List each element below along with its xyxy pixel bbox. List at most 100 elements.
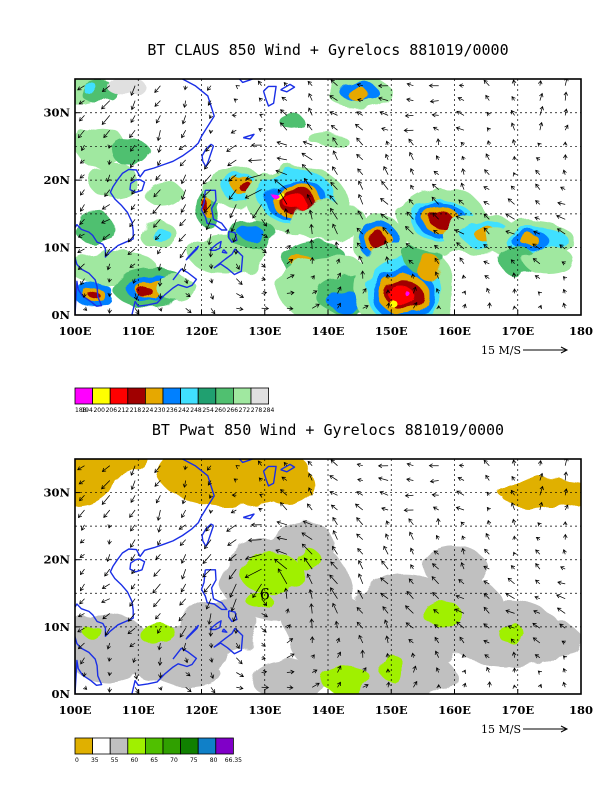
wind-arrow bbox=[455, 126, 465, 131]
shaded-region bbox=[150, 227, 170, 241]
wind-arrow bbox=[247, 537, 262, 543]
wind-arrow bbox=[107, 144, 112, 149]
wind-arrow bbox=[562, 141, 568, 146]
wind-arrow bbox=[152, 204, 161, 215]
wind-arrow bbox=[235, 642, 240, 650]
wind-arrow bbox=[487, 302, 492, 309]
wind-arrow bbox=[228, 189, 237, 200]
wind-arrow bbox=[486, 111, 491, 117]
wind-arrow bbox=[276, 520, 288, 526]
colorbar-label: 260 bbox=[214, 407, 226, 414]
wind-arrow bbox=[310, 654, 315, 659]
wind-arrow bbox=[385, 520, 390, 525]
wind-arrow bbox=[312, 669, 318, 674]
colorbar-swatch bbox=[74, 387, 94, 405]
wind-arrow bbox=[79, 174, 85, 179]
wind-arrow bbox=[406, 462, 414, 467]
wind-arrow bbox=[261, 263, 266, 268]
wind-arrow bbox=[483, 260, 490, 265]
wind-arrow bbox=[276, 140, 288, 146]
wind-arrow bbox=[206, 85, 212, 91]
wind-arrow bbox=[185, 687, 192, 693]
wind-arrow bbox=[107, 292, 112, 298]
wind-arrow bbox=[130, 100, 136, 111]
wind-arrow bbox=[257, 80, 262, 86]
wind-arrow bbox=[412, 286, 417, 294]
wind-arrow bbox=[537, 291, 542, 296]
coastline bbox=[238, 459, 255, 464]
wind-arrow bbox=[179, 598, 186, 606]
colorbar-label: 242 bbox=[178, 407, 190, 414]
wind-arrow bbox=[535, 563, 541, 570]
wind-arrow bbox=[285, 228, 290, 235]
colorbar-label: 272 bbox=[239, 407, 251, 414]
wind-arrow bbox=[82, 293, 87, 299]
wind-arrow bbox=[230, 509, 237, 514]
shaded-region bbox=[112, 139, 151, 167]
wind-arrow bbox=[80, 204, 85, 212]
wind-arrow bbox=[130, 174, 136, 182]
coastline bbox=[185, 245, 199, 261]
wind-arrow bbox=[77, 263, 85, 271]
wind-arrow bbox=[301, 532, 313, 540]
colorbar-label: 80 bbox=[210, 757, 218, 764]
wind-arrow bbox=[182, 642, 187, 652]
wind-arrow bbox=[404, 113, 414, 119]
wind-arrow bbox=[152, 583, 161, 594]
wind-arrow bbox=[130, 583, 136, 590]
wind-arrow bbox=[129, 509, 136, 518]
wind-arrow bbox=[458, 83, 465, 88]
wind-arrow bbox=[280, 109, 288, 116]
wind-arrow bbox=[209, 293, 215, 300]
colorbar-label: 224 bbox=[142, 407, 154, 414]
wind-arrow bbox=[229, 204, 237, 219]
coastline bbox=[185, 624, 199, 640]
wind-arrow bbox=[281, 96, 288, 101]
wind-arrow bbox=[233, 478, 238, 483]
wind-arrow bbox=[356, 242, 364, 250]
wind-arrow bbox=[562, 521, 568, 526]
wind-arrow bbox=[511, 95, 516, 101]
wind-arrow bbox=[483, 459, 490, 466]
shaded-region bbox=[387, 298, 396, 305]
wind-arrow bbox=[534, 595, 541, 600]
reference-arrow-head bbox=[560, 346, 569, 354]
wind-arrow bbox=[286, 685, 294, 690]
wind-arrow bbox=[408, 578, 414, 585]
x-tick-label: 140E bbox=[312, 324, 345, 338]
colorbar-swatch bbox=[144, 737, 164, 755]
wind-arrow bbox=[485, 474, 490, 481]
wind-arrow bbox=[261, 219, 268, 227]
wind-arrow bbox=[332, 150, 338, 161]
wind-arrow bbox=[276, 156, 287, 161]
wind-arrow bbox=[557, 201, 566, 206]
wind-arrow bbox=[258, 508, 263, 512]
wind-arrow bbox=[79, 553, 85, 559]
wind-arrow bbox=[235, 263, 240, 270]
shaded-region bbox=[106, 79, 145, 96]
wind-arrow bbox=[250, 142, 262, 148]
wind-arrow bbox=[337, 651, 342, 658]
wind-arrow bbox=[385, 289, 391, 294]
panel-pwat: BT Pwat 850 Wind + Gyrelocs 881019/0000 … bbox=[43, 421, 593, 764]
wind-arrow bbox=[534, 275, 541, 280]
wind-arrow bbox=[277, 568, 288, 585]
wind-arrow bbox=[435, 288, 440, 294]
wind-arrow bbox=[181, 115, 187, 125]
wind-arrow bbox=[512, 288, 517, 294]
wind-arrow bbox=[532, 637, 541, 644]
wind-arrow bbox=[206, 465, 212, 471]
wind-arrow bbox=[286, 638, 294, 644]
wind-arrow bbox=[457, 97, 465, 102]
wind-arrow bbox=[309, 603, 314, 614]
wind-arrow bbox=[337, 681, 341, 688]
colorbar-swatch bbox=[109, 737, 129, 755]
wind-arrow bbox=[511, 138, 517, 146]
wind-arrow bbox=[81, 524, 85, 531]
wind-arrow bbox=[483, 201, 490, 205]
wind-arrow bbox=[455, 594, 465, 600]
shaded-region bbox=[296, 549, 322, 570]
x-tick-label: 170E bbox=[501, 324, 534, 338]
wind-arrow bbox=[101, 100, 111, 110]
wind-arrow bbox=[356, 491, 363, 496]
